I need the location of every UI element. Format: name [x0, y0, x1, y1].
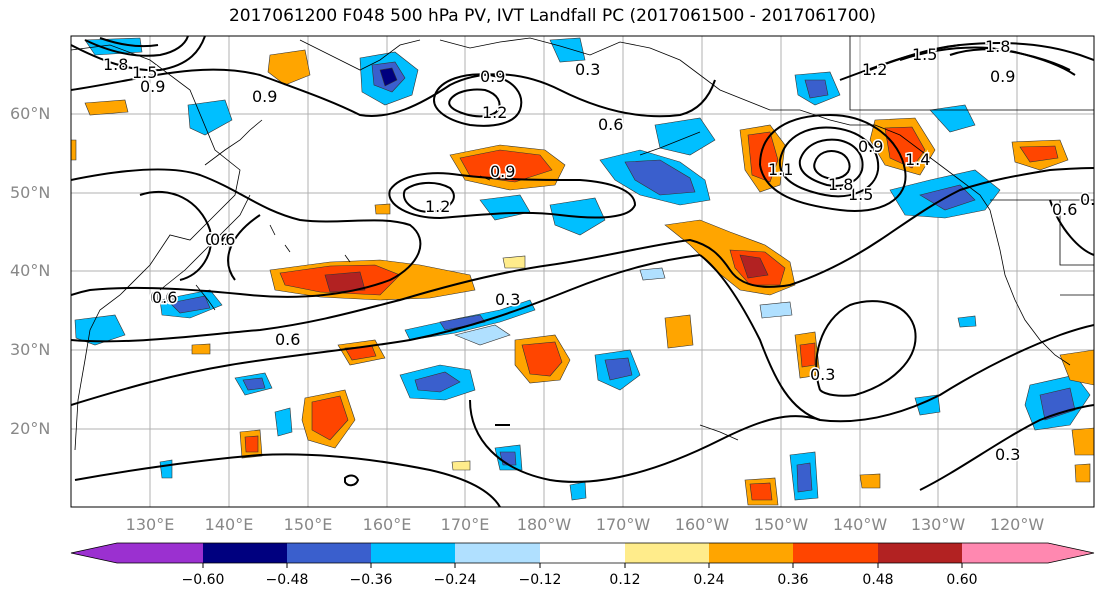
lon-label: 180°W: [516, 515, 572, 534]
lat-label-30n: 30°N: [10, 340, 51, 359]
colorbar-cell: [709, 543, 793, 563]
lon-label: 140°W: [832, 515, 888, 534]
colorbar-cell: [203, 543, 287, 563]
lon-label: 160°W: [674, 515, 730, 534]
map-frame: [70, 35, 1095, 508]
colorbar-tick-label: −0.36: [349, 572, 393, 588]
colorbar-cell: [878, 543, 962, 563]
colorbar-cell: [71, 543, 203, 563]
colorbar-tick-label: −0.48: [265, 572, 309, 588]
contour-label: 1.2: [425, 197, 450, 216]
lat-label-40n: 40°N: [10, 261, 51, 280]
pv-contours: [71, 36, 1094, 507]
colorbar-tick-label: 0.24: [693, 572, 725, 588]
colorbar-cell: [287, 543, 371, 563]
contour-label: 0.9: [858, 137, 883, 156]
lon-label: 130°W: [910, 515, 966, 534]
contour-label: 0.6: [598, 115, 623, 134]
colorbar-tick-label: 0.48: [862, 572, 894, 588]
colorbar-cell: [793, 543, 878, 563]
colorbar-cell: [540, 543, 625, 563]
contour-label: 1.1: [768, 160, 793, 179]
lon-label: 140°E: [204, 515, 254, 534]
contour-label: 0.6: [205, 230, 230, 249]
contour-label: 0.3: [575, 60, 600, 79]
lon-label: 130°E: [125, 515, 175, 534]
lat-label-20n: 20°N: [10, 419, 51, 438]
contour-label: 0.3: [995, 445, 1020, 464]
lon-label: 160°E: [362, 515, 412, 534]
contour-label: 1.2: [862, 60, 887, 79]
contour-label: 0.3: [810, 365, 835, 384]
contour-label: 1.5: [848, 185, 873, 204]
lat-label-60n: 60°N: [10, 104, 51, 123]
lon-label: 170°W: [595, 515, 651, 534]
lat-label-50n: 50°N: [10, 183, 51, 202]
contour-label: 0.9: [252, 87, 277, 106]
contour-label: 0.9: [140, 77, 165, 96]
contour-label: 1.8: [103, 55, 128, 74]
lon-label: 150°E: [283, 515, 333, 534]
contour-label: 0.6: [275, 330, 300, 349]
colorbar-cell: [455, 543, 540, 563]
contour-label: 0.6: [210, 230, 235, 249]
colorbar-cell: [625, 543, 709, 563]
lon-label: 120°W: [989, 515, 1045, 534]
contour-label: 0.9: [1080, 190, 1105, 209]
negative-anomaly-patches: [74, 37, 1091, 501]
contour-label: 0.9: [480, 67, 505, 86]
contour-label: 1.8: [985, 37, 1010, 56]
contour-label: 0.9: [990, 67, 1015, 86]
colorbar-cell: [962, 543, 1094, 563]
colorbar-cell: [371, 543, 455, 563]
contour-label: 1.4: [905, 150, 930, 169]
contour-label: 1.8: [828, 175, 853, 194]
contour-label: 0.6: [150, 288, 175, 307]
lon-label: 150°W: [753, 515, 809, 534]
contour-label: 1.2: [482, 103, 507, 122]
colorbar-tick-label: 0.12: [609, 572, 641, 588]
contour-label: 1.5: [132, 63, 157, 82]
contour-label: 0.9: [490, 162, 515, 181]
contour-label: 0.6: [152, 288, 177, 307]
contour-label: 0.3: [495, 290, 520, 309]
colorbar-tick-label: −0.24: [433, 572, 477, 588]
contour-labels: 1.8 1.5 0.9 0.9 0.9 1.2 0.3 0.6 0.9 1.2 …: [102, 36, 1105, 466]
colorbar-outline: [70, 542, 1095, 564]
map-title: 2017061200 F048 500 hPa PV, IVT Landfall…: [228, 6, 876, 26]
colorbar-tick-label: −0.12: [518, 572, 562, 588]
colorbar: [70, 542, 1095, 568]
colorbar-tick-label: 0.60: [946, 572, 978, 588]
contour-label: 1.5: [912, 45, 937, 64]
colorbar-tick-label: −0.60: [181, 572, 225, 588]
lon-label: 170°E: [440, 515, 490, 534]
colorbar-tick-label: 0.36: [777, 572, 809, 588]
contour-label: 0.6: [1052, 200, 1077, 219]
